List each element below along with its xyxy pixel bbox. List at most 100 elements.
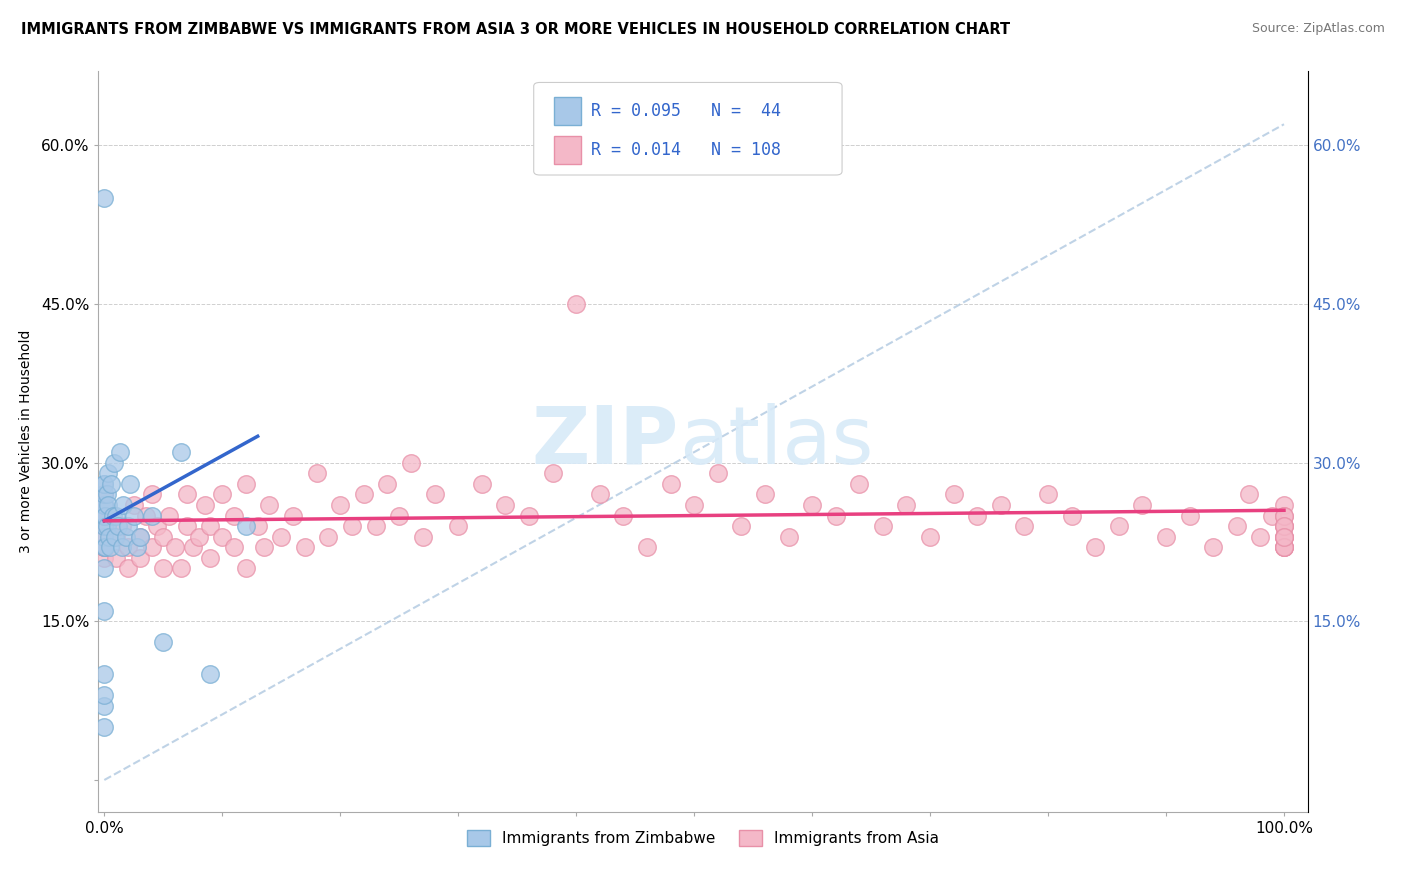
Point xyxy=(1272,519,1295,533)
Point xyxy=(117,541,139,555)
Point xyxy=(1272,541,1295,555)
Text: atlas: atlas xyxy=(679,402,873,481)
Point xyxy=(612,508,634,523)
Point xyxy=(222,508,245,523)
Point xyxy=(1272,530,1295,544)
Point xyxy=(200,667,222,681)
Point xyxy=(187,530,209,544)
Point xyxy=(157,508,180,523)
Text: R = 0.014   N = 108: R = 0.014 N = 108 xyxy=(591,141,780,159)
Point xyxy=(152,635,174,649)
Point xyxy=(270,530,292,544)
Point xyxy=(146,519,169,533)
Point xyxy=(93,541,115,555)
Point xyxy=(1132,498,1154,512)
Point xyxy=(152,561,174,575)
Point xyxy=(1108,519,1130,533)
Point xyxy=(93,698,115,713)
Point xyxy=(93,508,115,523)
Point xyxy=(896,498,918,512)
Point xyxy=(388,508,411,523)
Point xyxy=(93,191,115,205)
Point xyxy=(399,456,422,470)
Point xyxy=(93,498,115,512)
Point xyxy=(1272,530,1295,544)
Point xyxy=(377,476,399,491)
Point xyxy=(93,561,115,575)
Bar xyxy=(554,97,581,126)
Point xyxy=(340,519,363,533)
Point xyxy=(1154,530,1177,544)
Point xyxy=(1237,487,1260,501)
Point xyxy=(104,530,127,544)
Point xyxy=(117,561,139,575)
Point xyxy=(105,508,128,523)
Point xyxy=(1249,530,1271,544)
Text: IMMIGRANTS FROM ZIMBABWE VS IMMIGRANTS FROM ASIA 3 OR MORE VEHICLES IN HOUSEHOLD: IMMIGRANTS FROM ZIMBABWE VS IMMIGRANTS F… xyxy=(21,22,1011,37)
Point xyxy=(1036,487,1059,501)
FancyBboxPatch shape xyxy=(534,82,842,175)
Point xyxy=(222,541,245,555)
Point xyxy=(111,541,134,555)
Point xyxy=(990,498,1012,512)
Point xyxy=(141,487,163,501)
Point xyxy=(93,720,115,734)
Point xyxy=(235,561,257,575)
Point xyxy=(114,530,136,544)
Point xyxy=(412,530,434,544)
Point xyxy=(93,487,115,501)
Point xyxy=(122,508,145,523)
Point xyxy=(200,519,222,533)
Point xyxy=(246,519,269,533)
Point xyxy=(1272,508,1295,523)
Point xyxy=(801,498,824,512)
Point xyxy=(848,476,870,491)
Point xyxy=(100,476,122,491)
Point xyxy=(194,498,217,512)
Point xyxy=(1272,530,1295,544)
Point xyxy=(1060,508,1083,523)
Point xyxy=(200,550,222,565)
Point xyxy=(97,498,120,512)
Point xyxy=(93,476,115,491)
Point xyxy=(1272,508,1295,523)
Point xyxy=(872,519,894,533)
Point xyxy=(1272,519,1295,533)
Y-axis label: 3 or more Vehicles in Household: 3 or more Vehicles in Household xyxy=(18,330,32,553)
Point xyxy=(754,487,776,501)
Point xyxy=(176,519,198,533)
Point xyxy=(122,498,145,512)
Point xyxy=(93,508,115,523)
Point xyxy=(1272,541,1295,555)
Point xyxy=(93,541,115,555)
Point xyxy=(589,487,612,501)
Point xyxy=(108,445,131,459)
Point xyxy=(165,541,187,555)
Point xyxy=(141,508,163,523)
Point xyxy=(1014,519,1036,533)
Point xyxy=(1202,541,1225,555)
Point xyxy=(565,297,588,311)
Point xyxy=(120,476,142,491)
Point xyxy=(706,467,728,481)
Point xyxy=(93,508,115,523)
Point xyxy=(127,541,149,555)
Point xyxy=(1272,519,1295,533)
Point xyxy=(105,550,128,565)
Point xyxy=(93,530,115,544)
Point xyxy=(94,508,117,523)
Point xyxy=(1084,541,1107,555)
Point xyxy=(659,476,682,491)
Point xyxy=(98,530,121,544)
Point xyxy=(1272,530,1295,544)
Point xyxy=(517,508,540,523)
Point xyxy=(1272,498,1295,512)
Point xyxy=(318,530,340,544)
Point xyxy=(942,487,965,501)
Point xyxy=(541,467,564,481)
Point xyxy=(447,519,470,533)
Point xyxy=(636,541,658,555)
Point xyxy=(211,487,233,501)
Point xyxy=(93,519,115,533)
Point xyxy=(93,476,115,491)
